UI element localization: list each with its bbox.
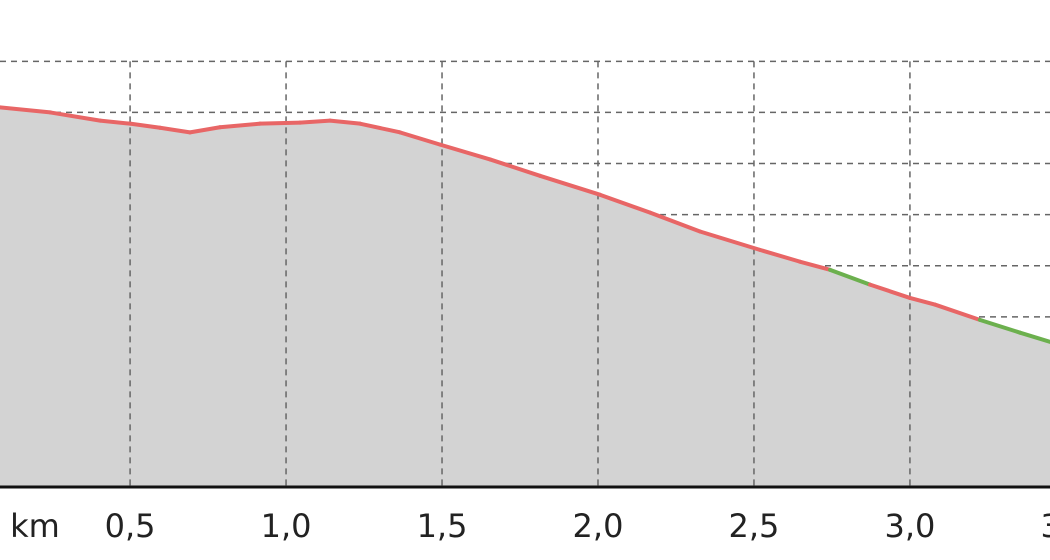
elevation-segment (298, 118, 333, 125)
elevation-segment (258, 120, 303, 126)
elevation-segment (1018, 330, 1050, 344)
elevation-segment (328, 118, 362, 126)
x-tick-label: 2,0 (573, 507, 624, 545)
elevation-segment (0, 105, 53, 115)
elevation-segment (977, 317, 1023, 335)
elevation-segment (907, 295, 937, 307)
elevation-segment (158, 125, 192, 135)
elevation-segment (698, 229, 762, 252)
elevation-area (0, 107, 1050, 487)
elevation-segment (597, 192, 653, 215)
elevation-segment (397, 130, 443, 147)
elevation-segment (98, 118, 133, 126)
elevation-segment (648, 210, 702, 234)
elevation-segment (438, 142, 493, 162)
x-tick-label: 1,0 (261, 507, 312, 545)
elevation-segment (868, 282, 912, 300)
elevation-segment (217, 121, 263, 130)
elevation-segment (757, 247, 802, 264)
x-tick-label: 3,0 (884, 507, 935, 545)
elevation-segment (828, 267, 873, 287)
x-tick-label: 2,5 (729, 507, 780, 545)
elevation-segment (797, 259, 833, 272)
elevation-segment (488, 157, 542, 178)
elevation-segment (932, 302, 982, 322)
elevation-segment (48, 110, 103, 123)
x-tick-label: 0,5 (105, 507, 156, 545)
elevation-segment (537, 173, 602, 197)
elevation-segment (357, 121, 402, 135)
plot (0, 61, 1050, 487)
x-tick-label: 3,5 (1040, 507, 1050, 545)
x-tick-label: 1,5 (417, 507, 468, 545)
elevation-segment (187, 125, 222, 135)
x-axis-label: km (10, 507, 60, 545)
elevation-segment (128, 121, 163, 130)
